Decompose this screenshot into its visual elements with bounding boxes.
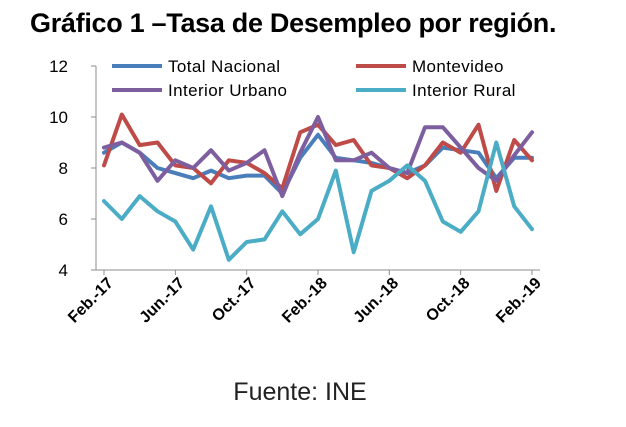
legend-label: Interior Rural bbox=[412, 81, 516, 100]
y-tick-label: 8 bbox=[59, 159, 68, 178]
y-tick-label: 12 bbox=[49, 57, 68, 76]
x-tick-label: Feb.-19 bbox=[493, 275, 545, 327]
legend-label: Montevideo bbox=[412, 57, 504, 76]
series-lines bbox=[102, 112, 534, 262]
x-tick-label: Jun.-18 bbox=[351, 275, 403, 327]
series-line-interior-rural bbox=[102, 140, 534, 262]
chart-title: Gráfico 1 –Tasa de Desempleo por región. bbox=[30, 8, 557, 38]
y-tick-labels: 4 6 8 10 12 bbox=[49, 57, 96, 280]
y-tick-label: 6 bbox=[59, 210, 68, 229]
legend-label: Total Nacional bbox=[168, 57, 280, 76]
x-tick-label: Feb.-17 bbox=[65, 275, 117, 327]
y-tick-label: 10 bbox=[49, 108, 68, 127]
x-tick-labels: Feb.-17 Jun.-17 Oct.-17 Feb.-18 Jun.-18 Oct.-… bbox=[65, 270, 545, 326]
chart-source: Fuente: INE bbox=[233, 378, 367, 406]
legend: Total Nacional Montevideo Interior Urbano I… bbox=[112, 57, 516, 100]
x-tick-label: Oct.-18 bbox=[423, 275, 473, 325]
x-tick-label: Jun.-17 bbox=[137, 275, 189, 327]
y-tick-label: 4 bbox=[59, 261, 68, 280]
x-tick-label: Feb.-18 bbox=[279, 275, 331, 327]
series-line-montevideo bbox=[102, 112, 534, 193]
x-tick-label: Oct.-17 bbox=[209, 275, 259, 325]
series-line-interior-urbano bbox=[102, 115, 534, 199]
legend-label: Interior Urbano bbox=[168, 81, 287, 100]
